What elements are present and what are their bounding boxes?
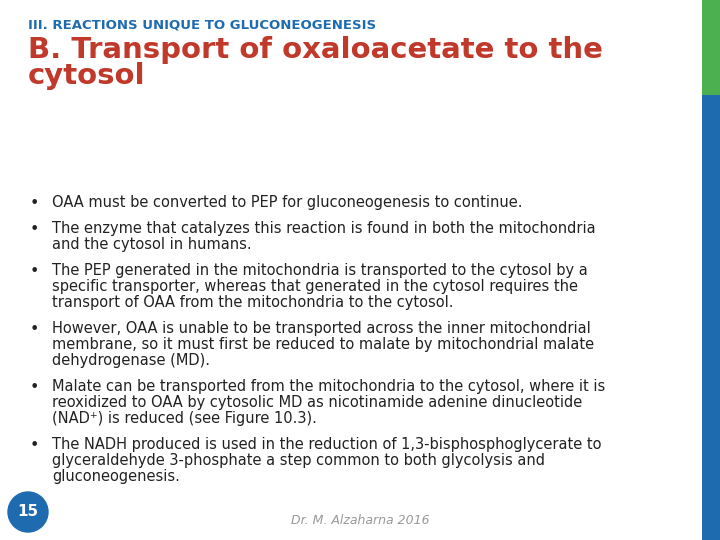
Bar — [702, 0, 720, 95]
Text: •: • — [30, 437, 40, 453]
Text: gluconeogenesis.: gluconeogenesis. — [52, 469, 180, 484]
Text: •: • — [30, 195, 40, 211]
Text: dehydrogenase (MD).: dehydrogenase (MD). — [52, 353, 210, 368]
Text: Malate can be transported from the mitochondria to the cytosol, where it is: Malate can be transported from the mitoc… — [52, 379, 606, 394]
Text: The PEP generated in the mitochondria is transported to the cytosol by a: The PEP generated in the mitochondria is… — [52, 263, 588, 278]
Text: •: • — [30, 264, 40, 279]
Text: specific transporter, whereas that generated in the cytosol requires the: specific transporter, whereas that gener… — [52, 279, 578, 294]
Text: •: • — [30, 221, 40, 237]
Text: reoxidized to OAA by cytosolic MD as nicotinamide adenine dinucleotide: reoxidized to OAA by cytosolic MD as nic… — [52, 395, 582, 410]
Text: •: • — [30, 321, 40, 336]
Text: glyceraldehyde 3-phosphate a step common to both glycolysis and: glyceraldehyde 3-phosphate a step common… — [52, 453, 545, 468]
Text: However, OAA is unable to be transported across the inner mitochondrial: However, OAA is unable to be transported… — [52, 321, 590, 336]
Text: The NADH produced is used in the reduction of 1,3-bisphosphoglycerate to: The NADH produced is used in the reducti… — [52, 437, 601, 452]
Text: Dr. M. Alzaharna 2016: Dr. M. Alzaharna 2016 — [291, 514, 429, 526]
Text: cytosol: cytosol — [28, 62, 145, 90]
Text: •: • — [30, 380, 40, 395]
Text: membrane, so it must first be reduced to malate by mitochondrial malate: membrane, so it must first be reduced to… — [52, 337, 594, 352]
Text: III. REACTIONS UNIQUE TO GLUCONEOGENESIS: III. REACTIONS UNIQUE TO GLUCONEOGENESIS — [28, 18, 376, 31]
Text: OAA must be converted to PEP for gluconeogenesis to continue.: OAA must be converted to PEP for glucone… — [52, 195, 523, 210]
Text: The enzyme that catalyzes this reaction is found in both the mitochondria: The enzyme that catalyzes this reaction … — [52, 221, 595, 236]
Text: transport of OAA from the mitochondria to the cytosol.: transport of OAA from the mitochondria t… — [52, 295, 454, 310]
Text: and the cytosol in humans.: and the cytosol in humans. — [52, 237, 251, 252]
Circle shape — [8, 492, 48, 532]
Bar — [702, 95, 720, 540]
Text: B. Transport of oxaloacetate to the: B. Transport of oxaloacetate to the — [28, 36, 603, 64]
Text: (NAD⁺) is reduced (see Figure 10.3).: (NAD⁺) is reduced (see Figure 10.3). — [52, 411, 317, 426]
Text: 15: 15 — [17, 504, 39, 519]
